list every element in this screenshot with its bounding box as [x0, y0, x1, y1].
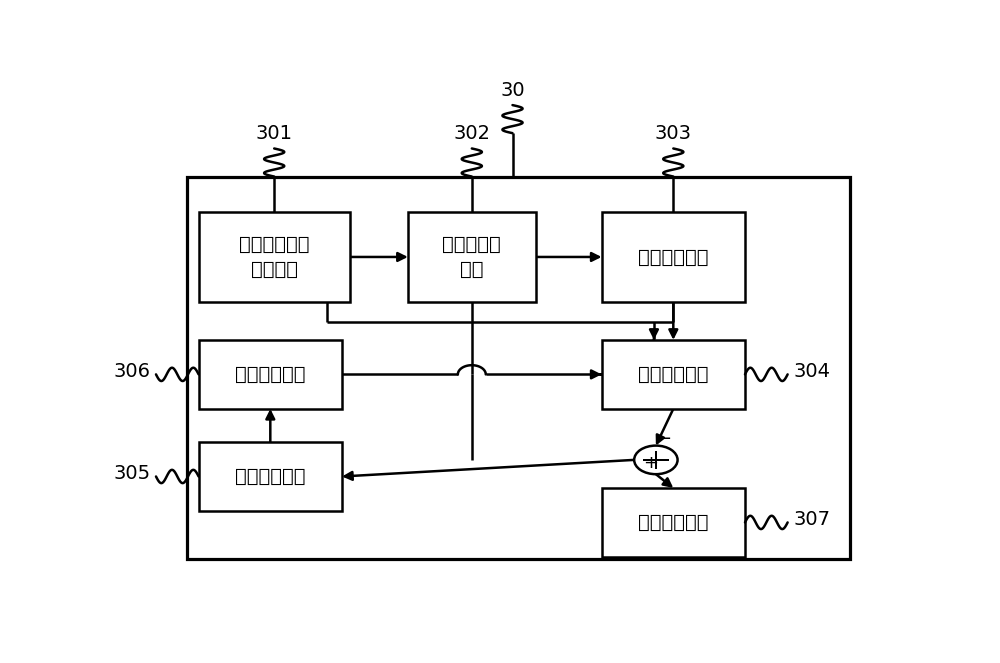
Bar	[602, 212, 745, 302]
Bar	[602, 488, 745, 557]
Bar	[199, 340, 342, 409]
Text: 信号滤波单元: 信号滤波单元	[638, 365, 709, 384]
Text: +: +	[643, 453, 658, 472]
Text: 误差估计单元: 误差估计单元	[235, 467, 306, 486]
Text: 303: 303	[655, 125, 692, 143]
Bar	[199, 442, 342, 511]
Text: −: −	[656, 430, 671, 448]
Text: 扭矩叠加单元: 扭矩叠加单元	[638, 513, 709, 532]
Text: 信号接收单元: 信号接收单元	[638, 247, 709, 267]
Bar	[199, 212, 350, 302]
Bar	[408, 212, 536, 302]
Text: 系数更新单元: 系数更新单元	[235, 365, 306, 384]
Text: 306: 306	[114, 362, 151, 381]
Text: 305: 305	[113, 464, 151, 483]
Bar	[602, 340, 745, 409]
Circle shape	[634, 446, 678, 474]
Bar	[187, 176, 850, 560]
Text: 30: 30	[500, 81, 525, 100]
Text: 301: 301	[256, 125, 293, 143]
Text: 302: 302	[453, 125, 490, 143]
Text: 307: 307	[793, 511, 830, 529]
Text: 参数初始化及
设定单元: 参数初始化及 设定单元	[239, 235, 309, 279]
Text: 信号预处理
单元: 信号预处理 单元	[442, 235, 501, 279]
Text: 304: 304	[793, 362, 830, 381]
